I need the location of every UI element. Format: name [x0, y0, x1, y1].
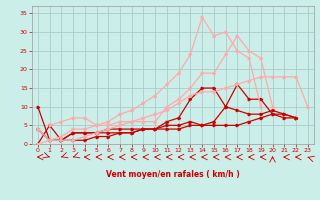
X-axis label: Vent moyen/en rafales ( km/h ): Vent moyen/en rafales ( km/h )	[106, 170, 240, 179]
